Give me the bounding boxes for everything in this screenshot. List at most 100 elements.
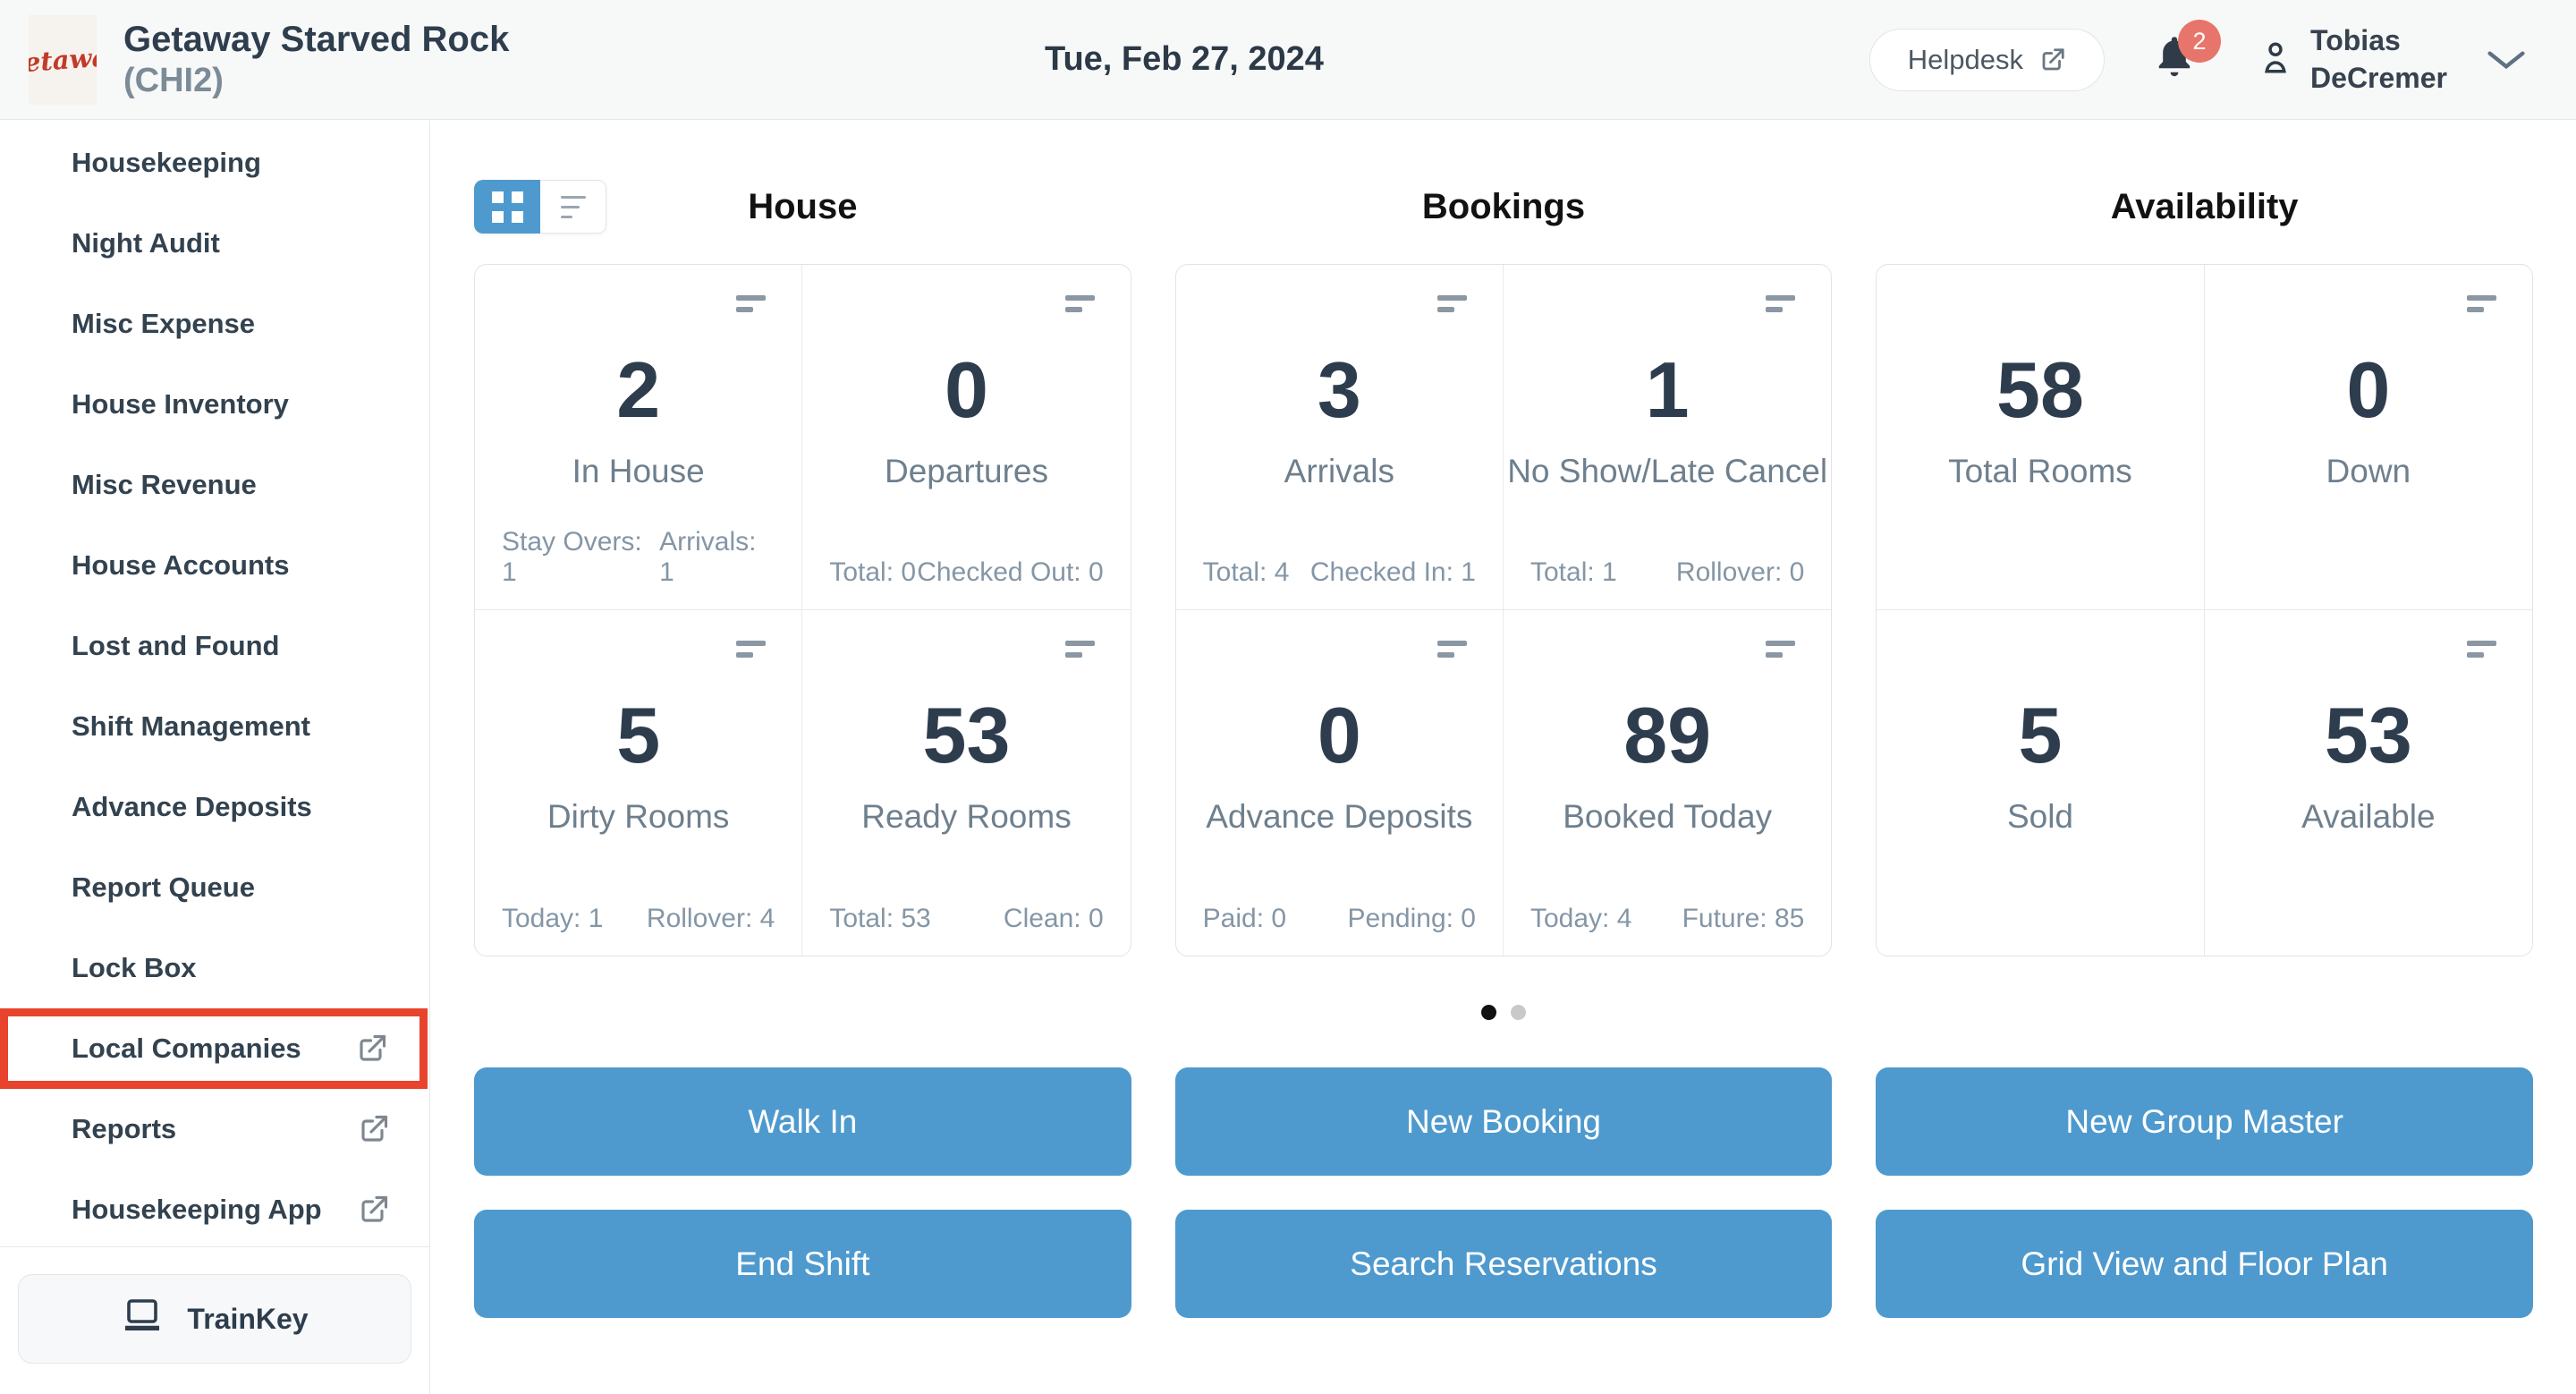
new-group-master-button[interactable]: New Group Master	[1876, 1067, 2533, 1176]
sidebar-item-label: Housekeeping	[72, 147, 261, 178]
stat-footer: Today: 1 Rollover: 4	[502, 904, 775, 934]
stat-label: Departures	[884, 453, 1048, 489]
sidebar-item-house-inventory[interactable]: House Inventory	[0, 364, 429, 445]
stat-sub-pending: Pending: 0	[1347, 904, 1476, 933]
card-menu-bars-icon[interactable]	[2463, 292, 2500, 316]
sidebar-item-misc-expense[interactable]: Misc Expense	[0, 284, 429, 364]
availability-header: Availability	[1876, 180, 2533, 234]
sidebar-item-housekeeping[interactable]: Housekeeping	[0, 123, 429, 203]
bookings-header: Bookings	[1175, 180, 1833, 234]
walk-in-button[interactable]: Walk In	[474, 1067, 1131, 1176]
sidebar-item-advance-deposits[interactable]: Advance Deposits	[0, 767, 429, 847]
stat-card-advance-deposits[interactable]: 0 Advance Deposits Paid: 0 Pending: 0	[1176, 610, 1504, 956]
stat-value: 53	[922, 691, 1011, 779]
pagination-dot-2[interactable]	[1510, 1004, 1526, 1020]
main-content: House Bookings Availability 2 In House Sta…	[431, 121, 2576, 1394]
stat-card-booked-today[interactable]: 89 Booked Today Today: 4 Future: 85	[1504, 610, 1831, 956]
sidebar-item-label: Shift Management	[72, 710, 310, 742]
sidebar-item-shift-management[interactable]: Shift Management	[0, 686, 429, 767]
stat-label: Sold	[2006, 798, 2074, 835]
stat-card-in-house[interactable]: 2 In House Stay Overs: 1 Arrivals: 1	[475, 265, 803, 610]
user-last-name: DeCremer	[2310, 61, 2447, 94]
card-menu-bars-icon[interactable]	[733, 637, 769, 661]
stat-value: 58	[1996, 345, 2084, 434]
sidebar-item-label: Misc Revenue	[72, 469, 257, 500]
sidebar-item-housekeeping-app[interactable]: Housekeeping App	[0, 1169, 429, 1246]
stat-card-departures[interactable]: 0 Departures Total: 0 Checked Out: 0	[802, 265, 1131, 610]
stat-value: 0	[1317, 691, 1361, 779]
external-link-icon	[356, 1033, 388, 1065]
stat-sub-total: Total: 1	[1530, 557, 1617, 587]
sidebar-item-label: Misc Expense	[72, 308, 256, 339]
card-menu-bars-icon[interactable]	[1762, 637, 1799, 661]
getaway-logo: Getaway	[29, 14, 97, 105]
user-menu[interactable]: Tobias DeCremer	[2257, 22, 2526, 97]
sidebar-item-misc-revenue[interactable]: Misc Revenue	[0, 445, 429, 525]
stat-label: Down	[2326, 453, 2411, 489]
card-menu-bars-icon[interactable]	[1762, 292, 1799, 316]
stat-card-down[interactable]: 0 Down	[2204, 265, 2532, 610]
stat-sub-today: Today: 1	[502, 904, 604, 933]
new-booking-button[interactable]: New Booking	[1174, 1067, 1833, 1176]
stat-label: Ready Rooms	[861, 798, 1072, 835]
card-menu-bars-icon[interactable]	[1434, 292, 1470, 316]
pagination-dot-1[interactable]	[1480, 1004, 1496, 1020]
stat-sub-stay-overs: Stay Overs: 1	[502, 527, 642, 587]
stat-footer: Stay Overs: 1 Arrivals: 1	[502, 527, 775, 588]
sidebar-item-lock-box[interactable]: Lock Box	[0, 928, 429, 1008]
sidebar-item-lost-and-found[interactable]: Lost and Found	[0, 606, 429, 686]
person-icon	[2257, 37, 2294, 82]
user-name: Tobias DeCremer	[2310, 22, 2447, 97]
pagination-dots	[1175, 1003, 1833, 1021]
view-toggle	[474, 180, 606, 234]
stat-value: 0	[945, 345, 988, 434]
sidebar-item-report-queue[interactable]: Report Queue	[0, 847, 429, 928]
stat-label: Available	[2301, 798, 2436, 835]
stat-card-available[interactable]: 53 Available	[2205, 610, 2532, 956]
stat-value: 5	[2018, 691, 2063, 779]
card-menu-bars-icon[interactable]	[1062, 637, 1098, 661]
stat-card-groups: 2 In House Stay Overs: 1 Arrivals: 1 0 Depart…	[474, 264, 2533, 956]
card-menu-bars-icon[interactable]	[2463, 637, 2500, 661]
end-shift-button[interactable]: End Shift	[474, 1210, 1131, 1318]
stat-value: 53	[2324, 691, 2412, 779]
sidebar-item-local-companies[interactable]: Local Companies	[0, 1008, 428, 1089]
stat-sub-today: Today: 4	[1530, 904, 1632, 933]
stat-card-no-show-late-cancel[interactable]: 1 No Show/Late Cancel Total: 1 Rollover: 0	[1503, 265, 1832, 610]
app-header: Getaway Getaway Starved Rock (CHI2) Tue,…	[0, 0, 2576, 120]
stat-card-dirty-rooms[interactable]: 5 Dirty Rooms Today: 1 Rollover: 4	[475, 610, 803, 956]
external-link-icon	[358, 1194, 390, 1226]
stat-sub-clean: Clean: 0	[1003, 904, 1104, 933]
grid-view-and-floor-plan-button[interactable]: Grid View and Floor Plan	[1876, 1210, 2533, 1318]
card-group-availability: 58 Total Rooms 0 Down 5 Sold 53 Available	[1876, 264, 2533, 956]
notification-badge: 2	[2178, 20, 2222, 63]
grid-view-button[interactable]	[474, 180, 540, 234]
card-menu-bars-icon[interactable]	[1434, 637, 1470, 661]
card-menu-bars-icon[interactable]	[1062, 292, 1098, 316]
notifications-button[interactable]: 2	[2153, 20, 2222, 85]
list-view-button[interactable]	[540, 180, 606, 234]
section-headers: House Bookings Availability	[474, 180, 2533, 264]
stat-card-total-rooms[interactable]: 58 Total Rooms	[1877, 265, 2205, 610]
laptop-icon	[121, 1297, 164, 1340]
sidebar-item-label: Lock Box	[72, 952, 197, 983]
sidebar-item-reports[interactable]: Reports	[0, 1089, 429, 1169]
stat-label: In House	[572, 453, 705, 489]
section-title-availability: Availability	[2110, 186, 2299, 226]
sidebar-item-label: Lost and Found	[72, 630, 280, 661]
stat-card-sold[interactable]: 5 Sold	[1877, 610, 2205, 956]
stat-value: 5	[616, 691, 661, 779]
sidebar-item-label: Night Audit	[72, 227, 220, 259]
helpdesk-button[interactable]: Helpdesk	[1868, 28, 2106, 91]
trainkey-button[interactable]: TrainKey	[18, 1274, 411, 1364]
trainkey-label: TrainKey	[187, 1302, 309, 1335]
stat-footer: Total: 0 Checked Out: 0	[829, 557, 1103, 588]
sidebar-item-night-audit[interactable]: Night Audit	[0, 203, 429, 284]
sidebar-item-house-accounts[interactable]: House Accounts	[0, 525, 429, 606]
stat-card-arrivals[interactable]: 3 Arrivals Total: 4 Checked In: 1	[1175, 265, 1504, 610]
search-reservations-button[interactable]: Search Reservations	[1174, 1210, 1833, 1318]
card-menu-bars-icon[interactable]	[733, 292, 769, 316]
stat-card-ready-rooms[interactable]: 53 Ready Rooms Total: 53 Clean: 0	[802, 610, 1130, 956]
stat-sub-rollover: Rollover: 0	[1675, 557, 1805, 587]
